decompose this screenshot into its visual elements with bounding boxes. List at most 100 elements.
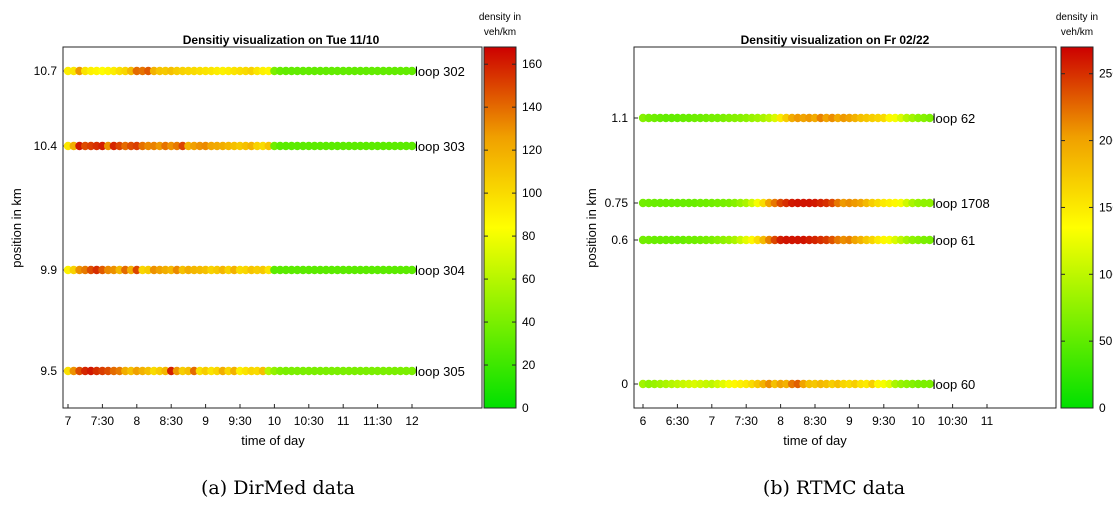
density-marker [201, 141, 210, 151]
panel-b-colorbar-label-line1: density in [1056, 12, 1098, 23]
x-tick-label: 8:30 [160, 414, 184, 428]
density-marker [178, 265, 187, 275]
density-marker [661, 379, 671, 389]
density-marker [109, 366, 119, 376]
density-marker [252, 265, 262, 275]
density-marker [827, 379, 837, 389]
density-marker [201, 366, 210, 376]
density-marker [161, 66, 170, 76]
x-tick-label: 7 [708, 414, 715, 428]
loop-label: loop 1708 [933, 196, 990, 211]
density-marker [218, 366, 227, 376]
density-marker [701, 235, 711, 245]
loop-label: loop 302 [415, 64, 465, 79]
x-tick-label: 9 [202, 414, 209, 428]
density-marker [252, 141, 262, 151]
panel-b-colorbar-ticks: 0 50 100 150 200 250 [1061, 67, 1113, 415]
density-marker [925, 235, 934, 245]
density-marker [235, 265, 245, 275]
colorbar-tick-label: 120 [522, 143, 542, 157]
density-marker [327, 141, 336, 151]
density-marker [344, 141, 354, 151]
y-tick-label: 0.75 [605, 196, 629, 210]
y-tick-label: 10.4 [34, 139, 58, 153]
density-marker [719, 113, 728, 123]
density-marker [719, 235, 728, 245]
density-marker [644, 198, 653, 208]
density-marker [407, 141, 417, 151]
panel-b: Densitiy visualization on Fr 02/22 6 6:30… [584, 12, 1113, 499]
density-marker [367, 265, 377, 275]
density-marker [644, 379, 653, 389]
x-tick-label: 10 [912, 414, 926, 428]
density-marker [126, 265, 136, 275]
y-tick-label: 1.1 [611, 111, 628, 125]
density-marker [252, 66, 262, 76]
density-marker [919, 235, 929, 245]
density-marker [86, 66, 96, 76]
density-marker [178, 141, 187, 151]
density-marker [344, 66, 354, 76]
density-marker [885, 235, 894, 245]
panel-a-title: Densitiy visualization on Tue 11/10 [183, 33, 380, 47]
density-marker [310, 141, 319, 151]
loop-label: loop 305 [415, 364, 465, 379]
density-marker [736, 198, 745, 208]
y-tick-label: 0.6 [611, 233, 628, 247]
density-marker [776, 379, 785, 389]
x-tick-label: 10 [268, 414, 282, 428]
colorbar-tick-label: 60 [522, 272, 536, 286]
density-marker [885, 113, 894, 123]
density-marker [178, 66, 187, 76]
loop-label: loop 61 [933, 233, 976, 248]
density-marker [868, 235, 877, 245]
density-marker [719, 379, 728, 389]
x-tick-label: 8 [133, 414, 140, 428]
density-marker [919, 379, 929, 389]
density-marker [218, 66, 227, 76]
density-marker [827, 113, 837, 123]
loop-label: loop 303 [415, 139, 465, 154]
density-marker [868, 113, 877, 123]
density-marker [753, 198, 762, 208]
density-marker [776, 235, 785, 245]
density-marker [69, 366, 78, 376]
density-marker [384, 265, 394, 275]
density-marker [407, 366, 417, 376]
density-marker [850, 379, 860, 389]
panel-b-title: Densitiy visualization on Fr 02/22 [741, 33, 930, 47]
density-marker [407, 66, 417, 76]
density-marker [109, 66, 119, 76]
density-marker [810, 113, 820, 123]
colorbar-tick-label: 150 [1099, 200, 1113, 214]
panel-a-plot-frame [62, 46, 483, 409]
panel-a-loop-labels: loop 302 loop 303 loop 304 loop 305 [415, 64, 465, 379]
density-marker [776, 198, 785, 208]
colorbar-tick-label: 80 [522, 229, 536, 243]
density-marker [367, 141, 377, 151]
density-marker [684, 235, 694, 245]
colorbar-tick-label: 200 [1099, 134, 1113, 148]
panel-a-x-axis-label: time of day [241, 433, 305, 448]
density-marker [885, 379, 894, 389]
density-marker [293, 141, 302, 151]
density-marker [684, 198, 694, 208]
x-tick-label: 9 [846, 414, 853, 428]
density-marker [793, 198, 802, 208]
density-marker [218, 265, 227, 275]
colorbar-tick-label: 250 [1099, 67, 1113, 81]
loop-label: loop 62 [933, 111, 976, 126]
density-marker [69, 265, 78, 275]
density-marker [827, 235, 837, 245]
density-marker [902, 235, 911, 245]
density-marker [402, 366, 411, 376]
y-tick-label: 9.5 [40, 364, 57, 378]
density-marker [86, 141, 96, 151]
density-marker [919, 113, 929, 123]
density-marker [178, 366, 187, 376]
x-tick-label: 10:30 [938, 414, 968, 428]
density-marker [86, 366, 96, 376]
panel-a: Densitiy visualization on Tue 11/10 7 7:3… [9, 12, 542, 499]
colorbar-tick-label: 100 [1099, 267, 1113, 281]
